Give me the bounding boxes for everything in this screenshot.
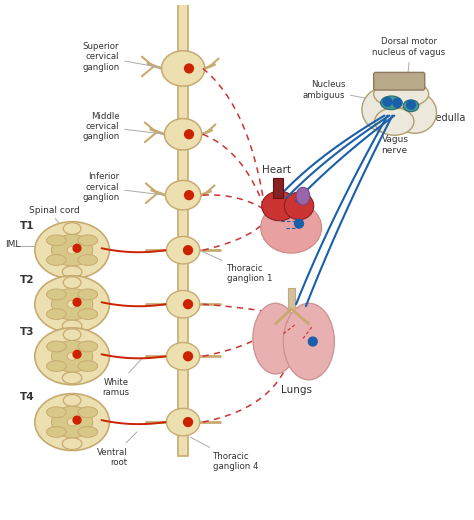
Ellipse shape xyxy=(62,320,82,332)
Text: Ventral
root: Ventral root xyxy=(97,432,137,467)
Ellipse shape xyxy=(62,266,82,278)
Circle shape xyxy=(183,352,192,361)
Text: Heart: Heart xyxy=(262,164,291,175)
Ellipse shape xyxy=(35,394,109,450)
Ellipse shape xyxy=(78,309,98,319)
Ellipse shape xyxy=(46,309,66,319)
Ellipse shape xyxy=(284,192,314,220)
Ellipse shape xyxy=(52,406,93,438)
Ellipse shape xyxy=(35,222,109,279)
Text: T2: T2 xyxy=(20,275,34,284)
Ellipse shape xyxy=(283,303,334,380)
Ellipse shape xyxy=(52,341,93,372)
FancyBboxPatch shape xyxy=(374,72,425,90)
Circle shape xyxy=(183,300,192,309)
Circle shape xyxy=(184,64,193,73)
Ellipse shape xyxy=(78,235,98,246)
Bar xyxy=(178,0,188,457)
Ellipse shape xyxy=(78,407,98,418)
Text: Thoracic
ganglion 4: Thoracic ganglion 4 xyxy=(191,437,258,471)
Ellipse shape xyxy=(162,51,205,86)
Ellipse shape xyxy=(374,80,428,108)
Circle shape xyxy=(73,416,81,424)
Ellipse shape xyxy=(374,108,414,135)
Ellipse shape xyxy=(46,361,66,371)
Text: T4: T4 xyxy=(19,393,34,402)
Ellipse shape xyxy=(253,303,298,374)
Bar xyxy=(288,288,295,309)
Circle shape xyxy=(184,130,193,139)
Circle shape xyxy=(73,350,81,358)
Text: Inferior
cervical
ganglion: Inferior cervical ganglion xyxy=(82,173,163,202)
Ellipse shape xyxy=(296,187,310,205)
Ellipse shape xyxy=(166,408,200,436)
Circle shape xyxy=(383,97,392,106)
Ellipse shape xyxy=(35,328,109,385)
Ellipse shape xyxy=(62,372,82,384)
Text: White
ramus: White ramus xyxy=(102,358,142,397)
Text: Vagus
nerve: Vagus nerve xyxy=(382,135,409,155)
Circle shape xyxy=(393,98,401,107)
Ellipse shape xyxy=(78,255,98,265)
Text: Lungs: Lungs xyxy=(281,385,311,395)
Ellipse shape xyxy=(164,119,202,150)
Ellipse shape xyxy=(63,277,81,289)
Ellipse shape xyxy=(78,289,98,300)
Circle shape xyxy=(73,298,81,306)
Ellipse shape xyxy=(52,235,93,266)
Ellipse shape xyxy=(166,237,200,264)
Ellipse shape xyxy=(62,438,82,450)
Ellipse shape xyxy=(46,341,66,352)
Ellipse shape xyxy=(52,289,93,320)
Ellipse shape xyxy=(261,202,322,253)
Bar xyxy=(273,178,283,198)
Ellipse shape xyxy=(78,341,98,352)
Ellipse shape xyxy=(63,223,81,235)
Ellipse shape xyxy=(78,426,98,437)
Ellipse shape xyxy=(46,426,66,437)
Text: Dorsal motor
nucleus of vagus: Dorsal motor nucleus of vagus xyxy=(373,37,446,57)
Text: Thoracic
ganglion 1: Thoracic ganglion 1 xyxy=(202,251,273,283)
Ellipse shape xyxy=(403,100,419,112)
Ellipse shape xyxy=(63,329,81,341)
Ellipse shape xyxy=(67,418,77,426)
Text: IML: IML xyxy=(5,240,21,249)
Ellipse shape xyxy=(78,361,98,371)
Ellipse shape xyxy=(362,87,409,132)
Ellipse shape xyxy=(63,395,81,406)
Ellipse shape xyxy=(46,407,66,418)
Ellipse shape xyxy=(46,255,66,265)
Ellipse shape xyxy=(35,276,109,333)
Text: T3: T3 xyxy=(20,327,34,336)
Text: T1: T1 xyxy=(20,220,34,230)
Circle shape xyxy=(309,337,317,346)
Circle shape xyxy=(183,418,192,426)
Ellipse shape xyxy=(166,291,200,318)
Ellipse shape xyxy=(166,343,200,370)
Circle shape xyxy=(73,244,81,252)
Ellipse shape xyxy=(393,92,437,133)
Circle shape xyxy=(183,246,192,255)
Ellipse shape xyxy=(165,180,201,210)
Ellipse shape xyxy=(46,289,66,300)
Circle shape xyxy=(407,100,415,109)
Ellipse shape xyxy=(46,235,66,246)
Circle shape xyxy=(184,191,193,200)
Circle shape xyxy=(295,219,303,228)
Ellipse shape xyxy=(67,353,77,360)
Text: Nucleus
ambiguus: Nucleus ambiguus xyxy=(303,81,387,102)
Ellipse shape xyxy=(67,246,77,254)
Text: Superior
cervical
ganglion: Superior cervical ganglion xyxy=(82,42,163,72)
Text: Spinal cord: Spinal cord xyxy=(29,206,80,215)
Ellipse shape xyxy=(67,300,77,308)
Text: Medulla: Medulla xyxy=(427,112,465,123)
Ellipse shape xyxy=(262,191,297,220)
Ellipse shape xyxy=(381,96,402,110)
Text: Middle
cervical
ganglion: Middle cervical ganglion xyxy=(82,111,163,141)
